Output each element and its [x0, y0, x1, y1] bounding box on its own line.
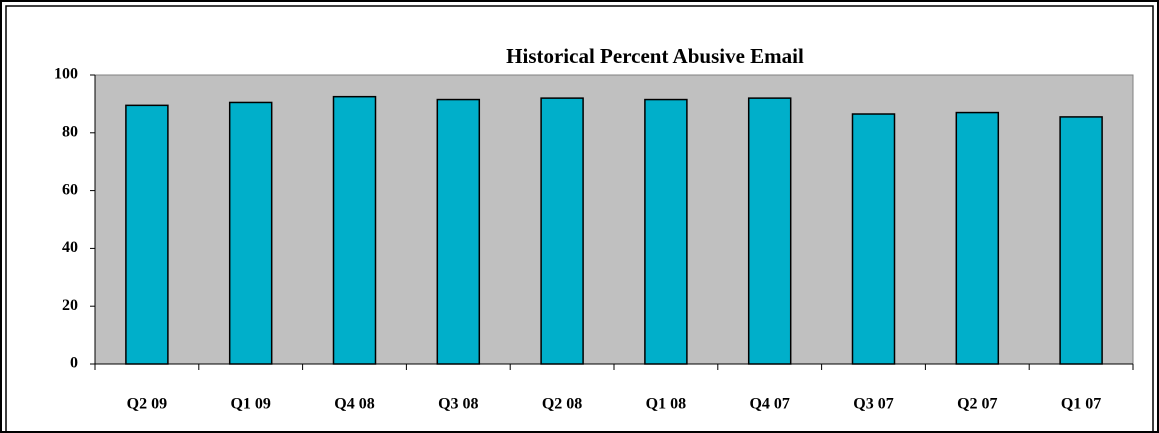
x-tick-label: Q1 07 — [1061, 396, 1101, 413]
x-tick-label: Q1 08 — [646, 396, 686, 413]
y-tick-label: 20 — [62, 297, 78, 314]
bar — [540, 97, 584, 365]
inner-frame — [5, 5, 1154, 433]
chart-title: Historical Percent Abusive Email — [506, 44, 804, 68]
bar — [332, 95, 377, 365]
y-tick-label: 80 — [62, 123, 78, 140]
bar — [747, 97, 792, 365]
y-tick-label: 60 — [62, 181, 78, 198]
x-tick-label: Q1 09 — [230, 396, 270, 413]
bar — [125, 104, 169, 365]
bar — [1059, 116, 1103, 365]
x-tick-label: Q3 08 — [438, 396, 478, 413]
x-tick-label: Q4 07 — [749, 396, 789, 413]
x-tick-label: Q4 08 — [334, 396, 374, 413]
x-tick-label: Q3 07 — [853, 396, 893, 413]
y-tick-label: 40 — [62, 239, 78, 256]
x-tick-label: Q2 08 — [542, 396, 582, 413]
bar — [851, 113, 896, 365]
bar — [436, 98, 481, 365]
bar — [644, 98, 688, 365]
x-tick-label: Q2 09 — [127, 396, 167, 413]
y-tick-label: 0 — [70, 355, 78, 372]
x-tick-label: Q2 07 — [957, 396, 997, 413]
y-tick-label: 100 — [54, 66, 78, 83]
bar — [955, 111, 1000, 365]
bar — [228, 101, 273, 365]
